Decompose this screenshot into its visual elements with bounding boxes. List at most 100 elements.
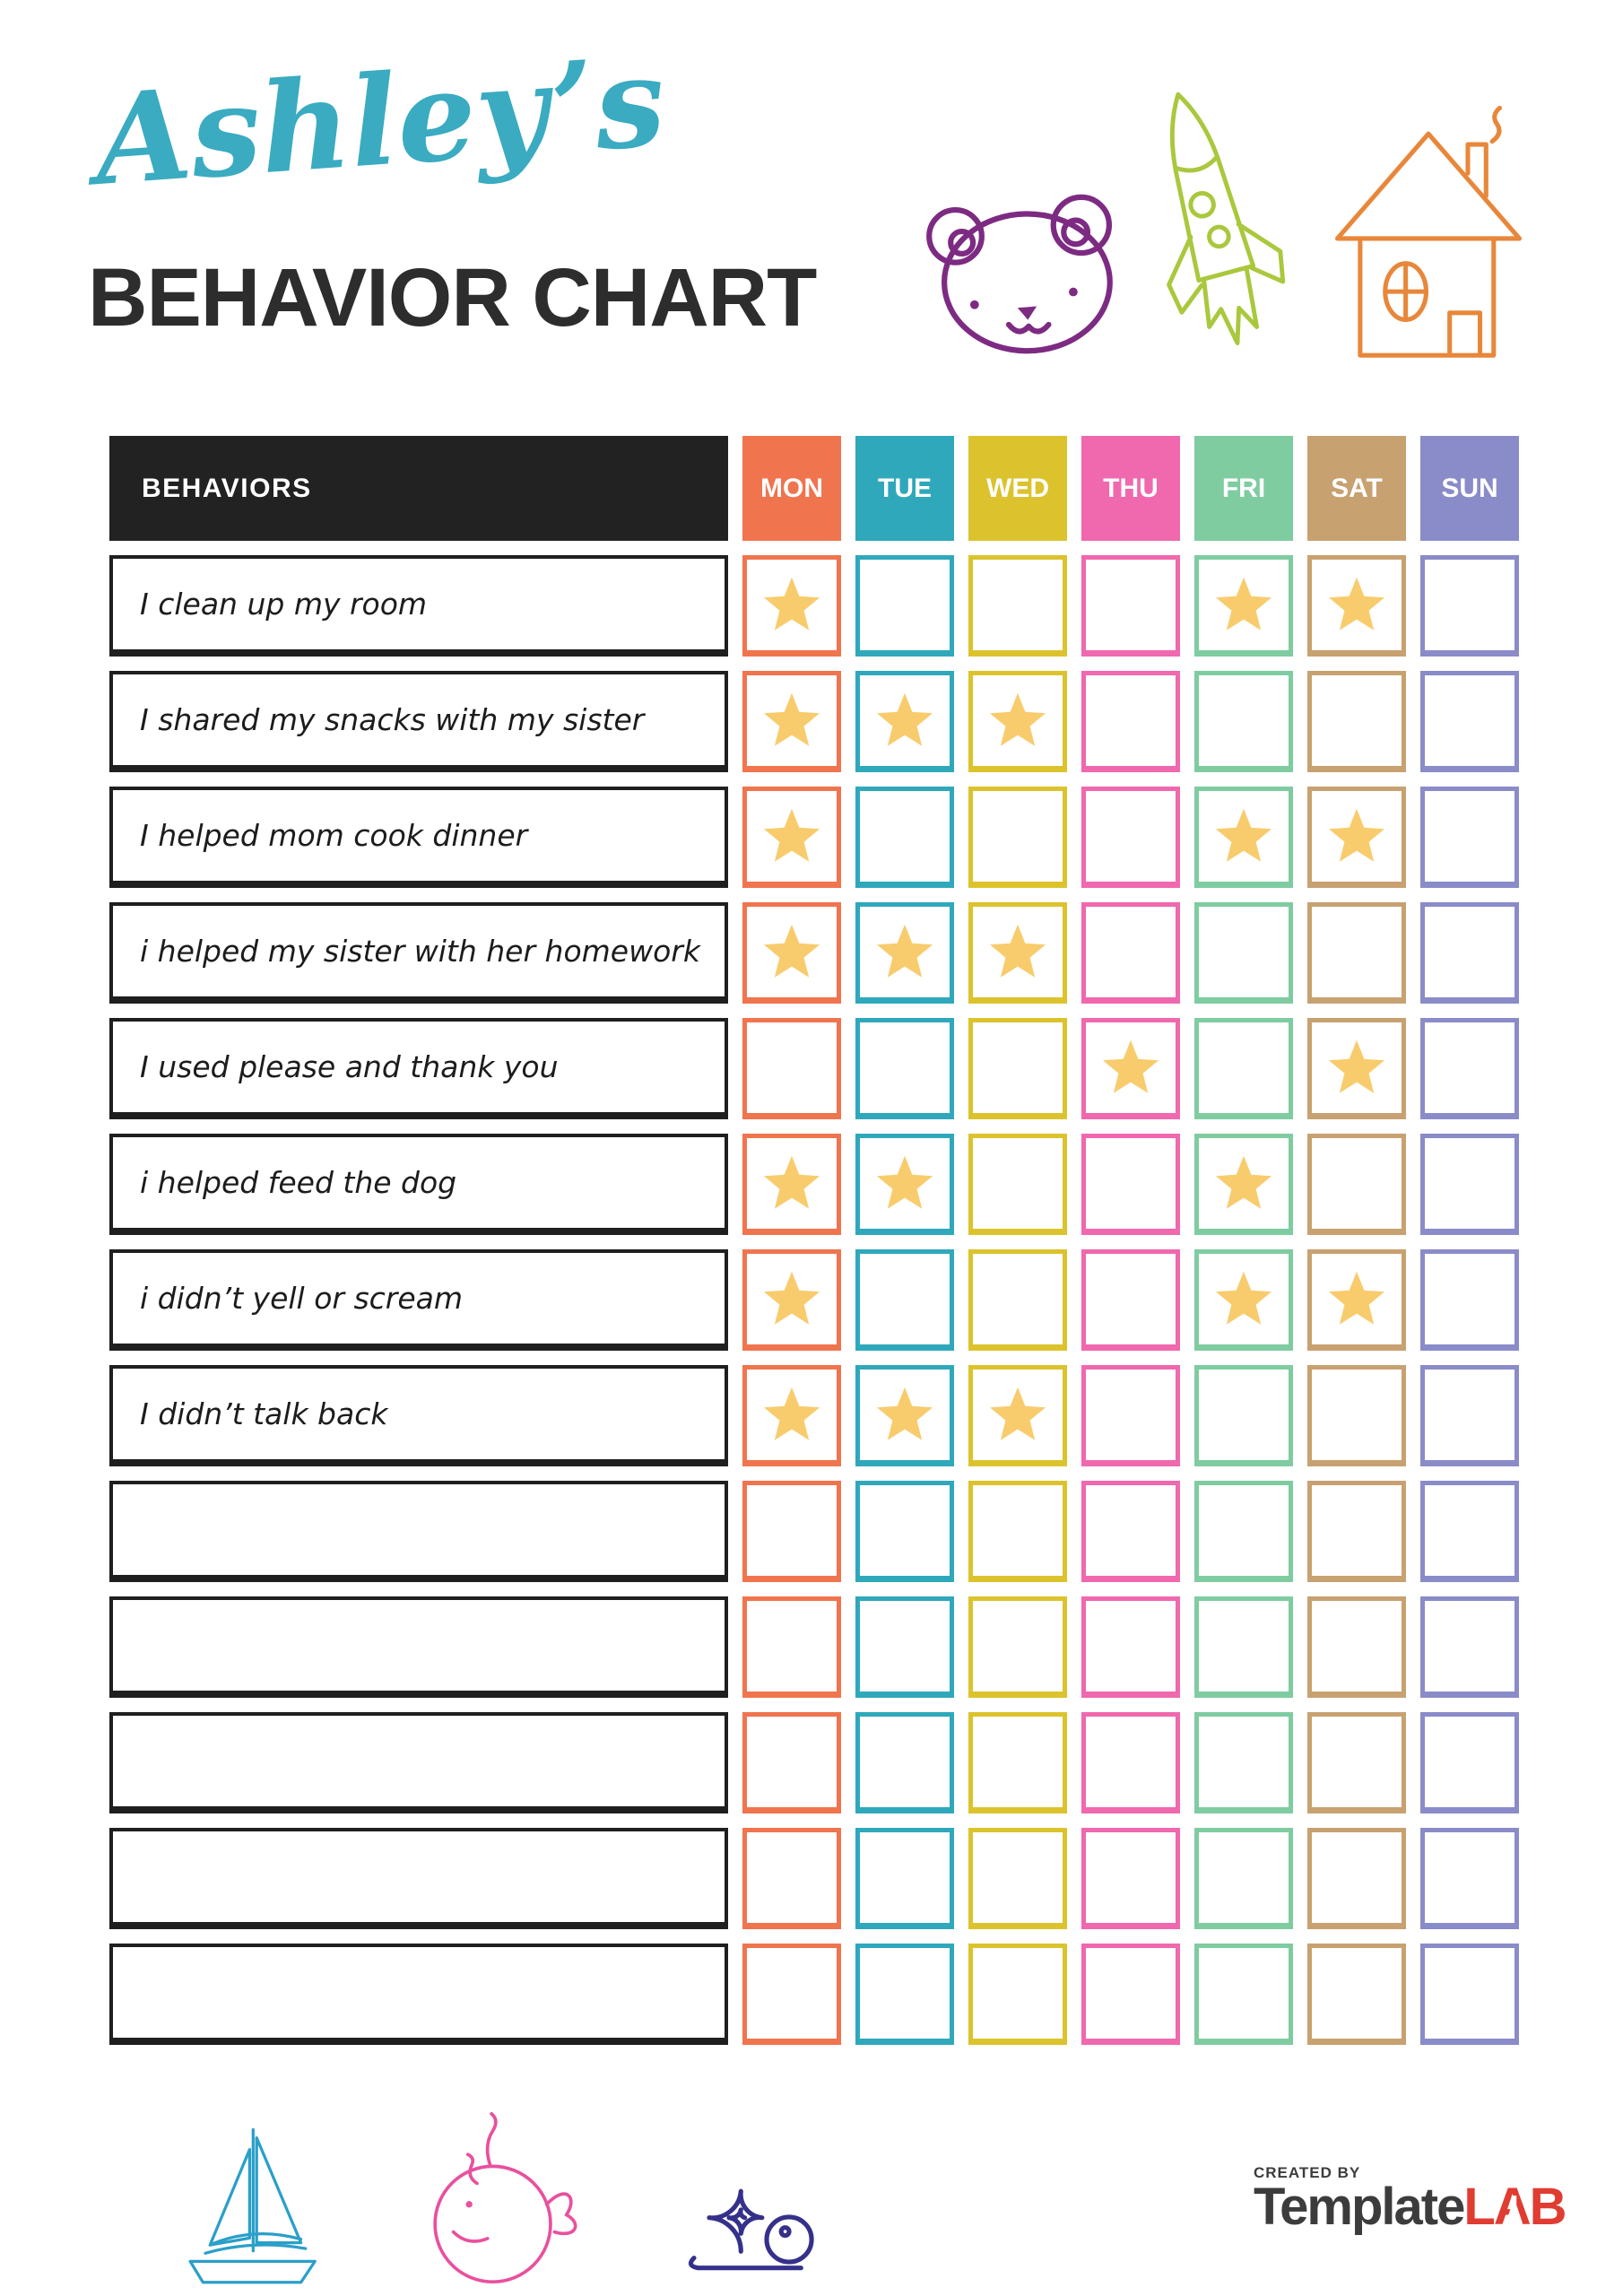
cell-sun-row-6[interactable] — [1420, 1134, 1519, 1235]
cell-sun-row-4[interactable] — [1420, 902, 1519, 1004]
cell-tue-row-7[interactable] — [855, 1249, 954, 1351]
cell-mon-row-7[interactable] — [742, 1249, 841, 1351]
cell-thu-row-5[interactable] — [1081, 1018, 1180, 1119]
cell-mon-row-3[interactable] — [742, 787, 841, 888]
cell-mon-row-2[interactable] — [742, 671, 841, 772]
cell-tue-row-6[interactable] — [855, 1134, 954, 1235]
cell-sat-row-1[interactable] — [1307, 555, 1406, 657]
cell-sat-row-6[interactable] — [1307, 1134, 1406, 1235]
cell-thu-row-7[interactable] — [1081, 1249, 1180, 1351]
cell-thu-row-1[interactable] — [1081, 555, 1180, 657]
cell-mon-row-13[interactable] — [742, 1944, 841, 2045]
whale-icon — [433, 2111, 577, 2284]
cell-wed-row-13[interactable] — [968, 1944, 1067, 2045]
cell-sat-row-10[interactable] — [1307, 1596, 1406, 1698]
cell-fri-row-4[interactable] — [1194, 902, 1293, 1004]
cell-mon-row-6[interactable] — [742, 1134, 841, 1235]
cell-thu-row-4[interactable] — [1081, 902, 1180, 1004]
cell-sun-row-9[interactable] — [1420, 1481, 1519, 1582]
cell-fri-row-9[interactable] — [1194, 1481, 1293, 1582]
star-icon — [876, 1155, 933, 1209]
cell-sun-row-7[interactable] — [1420, 1249, 1519, 1351]
cell-sat-row-12[interactable] — [1307, 1828, 1406, 1929]
cell-thu-row-11[interactable] — [1081, 1712, 1180, 1813]
cell-wed-row-12[interactable] — [968, 1828, 1067, 1929]
star-icon — [1328, 577, 1385, 631]
cell-sun-row-1[interactable] — [1420, 555, 1519, 657]
cell-mon-row-1[interactable] — [742, 555, 841, 657]
cell-sun-row-3[interactable] — [1420, 787, 1519, 888]
cell-wed-row-9[interactable] — [968, 1481, 1067, 1582]
cell-fri-row-11[interactable] — [1194, 1712, 1293, 1813]
cell-tue-row-13[interactable] — [855, 1944, 954, 2045]
cell-wed-row-4[interactable] — [968, 902, 1067, 1004]
cell-fri-row-12[interactable] — [1194, 1828, 1293, 1929]
cell-sat-row-9[interactable] — [1307, 1481, 1406, 1582]
cell-sat-row-7[interactable] — [1307, 1249, 1406, 1351]
cell-thu-row-6[interactable] — [1081, 1134, 1180, 1235]
cell-fri-row-10[interactable] — [1194, 1596, 1293, 1698]
cell-thu-row-3[interactable] — [1081, 787, 1180, 888]
cell-tue-row-4[interactable] — [855, 902, 954, 1004]
cell-thu-row-12[interactable] — [1081, 1828, 1180, 1929]
cell-fri-row-7[interactable] — [1194, 1249, 1293, 1351]
cell-fri-row-8[interactable] — [1194, 1365, 1293, 1466]
star-icon — [876, 1387, 933, 1440]
cell-sun-row-12[interactable] — [1420, 1828, 1519, 1929]
cell-tue-row-9[interactable] — [855, 1481, 954, 1582]
cell-mon-row-4[interactable] — [742, 902, 841, 1004]
cell-sun-row-8[interactable] — [1420, 1365, 1519, 1466]
cell-mon-row-8[interactable] — [742, 1365, 841, 1466]
cell-wed-row-1[interactable] — [968, 555, 1067, 657]
behavior-label-row-8: I didn’t talk back — [109, 1365, 728, 1466]
cell-wed-row-6[interactable] — [968, 1134, 1067, 1235]
cell-wed-row-7[interactable] — [968, 1249, 1067, 1351]
star-icon — [763, 924, 820, 978]
cell-fri-row-3[interactable] — [1194, 787, 1293, 888]
cell-sat-row-4[interactable] — [1307, 902, 1406, 1004]
cell-sat-row-5[interactable] — [1307, 1018, 1406, 1119]
cell-fri-row-2[interactable] — [1194, 671, 1293, 772]
cell-fri-row-13[interactable] — [1194, 1944, 1293, 2045]
cell-thu-row-9[interactable] — [1081, 1481, 1180, 1582]
cell-mon-row-11[interactable] — [742, 1712, 841, 1813]
cell-wed-row-2[interactable] — [968, 671, 1067, 772]
cell-sun-row-5[interactable] — [1420, 1018, 1519, 1119]
cell-sun-row-2[interactable] — [1420, 671, 1519, 772]
cell-sat-row-3[interactable] — [1307, 787, 1406, 888]
cell-wed-row-8[interactable] — [968, 1365, 1067, 1466]
cell-mon-row-5[interactable] — [742, 1018, 841, 1119]
cell-tue-row-1[interactable] — [855, 555, 954, 657]
cell-sun-row-13[interactable] — [1420, 1944, 1519, 2045]
cell-mon-row-9[interactable] — [742, 1481, 841, 1582]
cell-tue-row-3[interactable] — [855, 787, 954, 888]
cell-thu-row-8[interactable] — [1081, 1365, 1180, 1466]
cell-thu-row-10[interactable] — [1081, 1596, 1180, 1698]
cell-tue-row-8[interactable] — [855, 1365, 954, 1466]
cell-fri-row-6[interactable] — [1194, 1134, 1293, 1235]
cell-tue-row-2[interactable] — [855, 671, 954, 772]
cell-thu-row-2[interactable] — [1081, 671, 1180, 772]
cell-tue-row-11[interactable] — [855, 1712, 954, 1813]
cell-wed-row-5[interactable] — [968, 1018, 1067, 1119]
cell-sat-row-13[interactable] — [1307, 1944, 1406, 2045]
cell-sat-row-8[interactable] — [1307, 1365, 1406, 1466]
cell-tue-row-10[interactable] — [855, 1596, 954, 1698]
behavior-label-row-6: i helped feed the dog — [109, 1134, 728, 1235]
star-icon — [763, 808, 820, 862]
cell-fri-row-1[interactable] — [1194, 555, 1293, 657]
cell-wed-row-11[interactable] — [968, 1712, 1067, 1813]
cell-fri-row-5[interactable] — [1194, 1018, 1293, 1119]
cell-wed-row-10[interactable] — [968, 1596, 1067, 1698]
cell-sat-row-11[interactable] — [1307, 1712, 1406, 1813]
cell-wed-row-3[interactable] — [968, 787, 1067, 888]
cell-tue-row-12[interactable] — [855, 1828, 954, 1929]
snail-icon — [688, 2188, 814, 2271]
cell-sat-row-2[interactable] — [1307, 671, 1406, 772]
cell-thu-row-13[interactable] — [1081, 1944, 1180, 2045]
cell-sun-row-10[interactable] — [1420, 1596, 1519, 1698]
cell-mon-row-10[interactable] — [742, 1596, 841, 1698]
cell-sun-row-11[interactable] — [1420, 1712, 1519, 1813]
cell-tue-row-5[interactable] — [855, 1018, 954, 1119]
cell-mon-row-12[interactable] — [742, 1828, 841, 1929]
